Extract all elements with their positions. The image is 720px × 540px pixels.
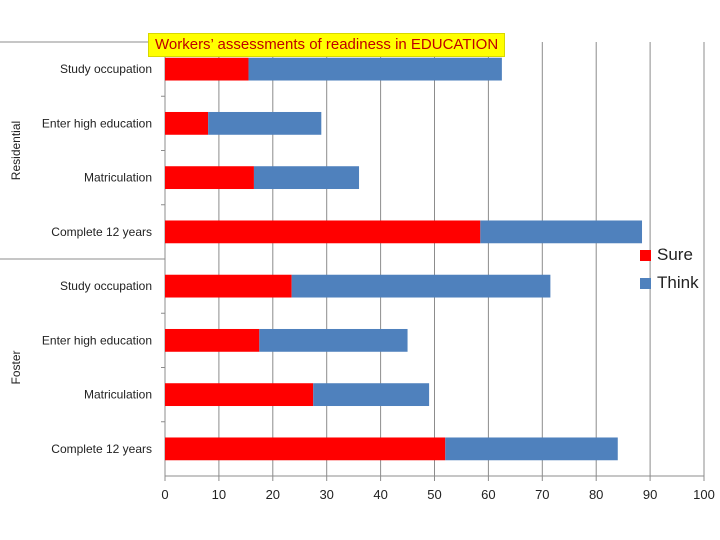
category-label-6: Matriculation	[84, 388, 152, 402]
bar-think-3	[480, 220, 643, 244]
category-label-1: Enter high education	[42, 116, 152, 130]
gridlines	[218, 42, 705, 476]
legend-item-sure: Sure	[640, 241, 699, 269]
bar-sure-2	[165, 166, 254, 190]
x-tick-label-60: 60	[481, 487, 495, 502]
bar-think-4	[291, 274, 551, 298]
x-tick-label-80: 80	[589, 487, 603, 502]
legend-swatch-think	[640, 277, 651, 289]
bar-sure-6	[165, 383, 314, 407]
bar-think-7	[445, 437, 618, 461]
x-tick-label-100: 100	[693, 487, 715, 502]
bar-sure-5	[165, 328, 260, 352]
x-tick-label-90: 90	[643, 487, 657, 502]
bar-think-0	[248, 57, 502, 81]
bar-sure-1	[165, 111, 209, 135]
x-tick-label-0: 0	[161, 487, 168, 502]
x-tick-label-10: 10	[212, 487, 226, 502]
labels: 0 10 20 30 40 50 60 70 80 90 100 Residential Study o…	[9, 62, 715, 502]
legend-label-sure: Sure	[657, 245, 693, 264]
bars	[165, 57, 643, 461]
bar-sure-4	[165, 274, 292, 298]
x-tick-label-70: 70	[535, 487, 549, 502]
category-label-7: Complete 12 years	[51, 442, 152, 456]
x-tick-label-30: 30	[319, 487, 333, 502]
legend-label-think: Think	[657, 273, 699, 292]
category-label-5: Enter high education	[42, 333, 152, 347]
bar-think-2	[253, 166, 360, 190]
x-tick-label-20: 20	[266, 487, 280, 502]
bar-think-5	[259, 328, 408, 352]
category-label-0: Study occupation	[60, 62, 152, 76]
bar-sure-3	[165, 220, 481, 244]
group-label-1: Foster	[9, 350, 23, 384]
x-tick-label-50: 50	[427, 487, 441, 502]
bar-think-6	[313, 383, 430, 407]
legend-swatch-sure	[640, 249, 651, 261]
bar-sure-0	[165, 57, 249, 81]
group-label-0: Residential	[9, 121, 23, 180]
category-label-4: Study occupation	[60, 279, 152, 293]
axes	[0, 41, 705, 481]
bar-think-1	[208, 111, 322, 135]
x-tick-label-40: 40	[373, 487, 387, 502]
bar-sure-7	[165, 437, 446, 461]
chart-title: Workers’ assessments of readiness in EDU…	[148, 33, 506, 57]
legend: Sure Think	[640, 241, 699, 297]
category-label-3: Complete 12 years	[51, 225, 152, 239]
category-label-2: Matriculation	[84, 171, 152, 185]
legend-item-think: Think	[640, 269, 699, 297]
